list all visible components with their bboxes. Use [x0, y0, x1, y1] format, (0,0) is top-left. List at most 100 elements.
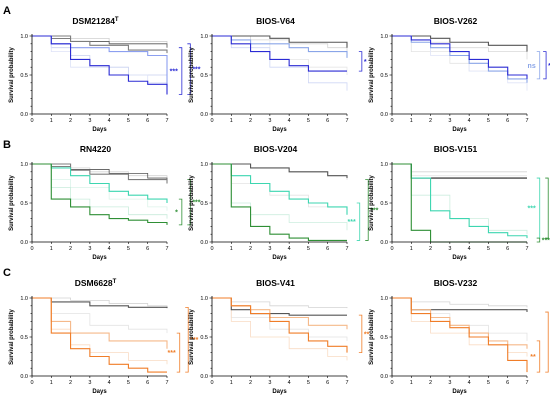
plot-title-main: BIOS-V41	[256, 278, 295, 288]
y-axis-label: Survival probability	[369, 46, 375, 102]
survival-plot-2: BIOS-V64 0 1 2 3 4 5 6 7 0.0 0.5 1.0 Days Survival pr…	[189, 16, 367, 133]
survival-curve-5	[392, 163, 528, 239]
y-tick-label: 0.5	[380, 73, 388, 79]
y-axis-label: Survival probability	[369, 174, 375, 230]
x-tick-label: 7	[525, 246, 528, 252]
x-tick-label: 3	[268, 118, 271, 124]
significance-label: ***	[528, 206, 536, 213]
y-tick-label: 1.0	[200, 296, 208, 302]
x-tick-label: 7	[165, 246, 168, 252]
x-tick-label: 4	[108, 246, 111, 252]
y-tick-label: 0.5	[200, 335, 208, 341]
x-tick-label: 4	[288, 380, 291, 386]
x-tick-label: 6	[506, 380, 509, 386]
survival-curve-6	[32, 297, 167, 373]
x-tick-label: 0	[30, 380, 33, 386]
x-tick-label: 4	[468, 118, 471, 124]
x-tick-label: 5	[307, 246, 310, 252]
x-tick-label: 2	[429, 380, 432, 386]
x-axis-label: Days	[92, 255, 107, 261]
y-tick-label: 0.0	[20, 374, 28, 380]
survival-curve-3	[32, 297, 168, 365]
y-tick-label: 0.5	[380, 201, 388, 207]
x-tick-label: 3	[88, 118, 91, 124]
x-tick-label: 1	[230, 380, 233, 386]
significance-label: **	[364, 331, 370, 338]
plot-title-superscript: T	[113, 279, 117, 285]
survival-curve-4	[212, 35, 348, 48]
x-axis-label: Days	[272, 389, 287, 395]
plot-title: BIOS-V64	[256, 16, 295, 26]
x-tick-label: 7	[165, 380, 168, 386]
significance-bracket	[536, 340, 541, 373]
x-tick-label: 3	[268, 380, 271, 386]
survival-curve-2	[392, 35, 528, 83]
y-tick-label: 1.0	[380, 34, 388, 40]
panel-letter-b: B	[3, 139, 11, 151]
x-tick-label: 7	[525, 118, 528, 124]
x-tick-label: 3	[448, 380, 451, 386]
x-tick-label: 2	[69, 118, 72, 124]
x-tick-label: 3	[88, 246, 91, 252]
significance-label: ***	[192, 200, 200, 207]
significance-bracket	[545, 311, 549, 373]
survival-curve-3	[392, 163, 528, 235]
x-axis-label: Days	[92, 389, 107, 395]
plot-title-superscript: T	[115, 17, 119, 23]
significance-bracket	[536, 237, 541, 243]
survival-curve-5	[392, 297, 528, 349]
x-tick-label: 4	[108, 118, 111, 124]
x-tick-label: 3	[88, 380, 91, 386]
x-tick-label: 5	[127, 246, 130, 252]
y-tick-label: 0.0	[200, 112, 208, 118]
plot-title-main: BIOS-V64	[256, 16, 295, 26]
x-tick-label: 1	[410, 380, 413, 386]
x-tick-label: 2	[249, 246, 252, 252]
survival-curve-6	[212, 163, 347, 241]
significance-label: ***	[370, 208, 378, 215]
significance-bracket	[358, 51, 363, 72]
x-tick-label: 5	[127, 118, 130, 124]
y-tick-label: 0.0	[380, 112, 388, 118]
significance-label: *	[364, 59, 367, 66]
x-tick-label: 6	[326, 246, 329, 252]
x-tick-label: 6	[506, 118, 509, 124]
x-tick-label: 1	[50, 380, 53, 386]
survival-curve-6	[212, 297, 348, 353]
significance-bracket	[187, 43, 191, 95]
x-tick-label: 6	[506, 246, 509, 252]
x-tick-label: 0	[390, 246, 393, 252]
survival-plot-3: BIOS-V262 0 1 2 3 4 5 6 7 0.0 0.5 1.0 Days Survival p…	[369, 16, 550, 133]
x-tick-label: 6	[326, 118, 329, 124]
y-tick-label: 0.0	[380, 240, 388, 246]
significance-label: ***	[192, 67, 200, 74]
significance-bracket	[185, 306, 189, 373]
significance-bracket	[536, 51, 541, 80]
x-tick-label: 1	[410, 246, 413, 252]
y-tick-label: 0.0	[20, 240, 28, 246]
plot-title: BIOS-V204	[254, 144, 298, 154]
survival-curve-5	[32, 163, 168, 184]
significance-label: ***	[170, 69, 178, 76]
significance-label: **	[530, 354, 536, 361]
survival-curve-4	[392, 35, 528, 52]
x-tick-label: 5	[307, 118, 310, 124]
x-tick-label: 7	[165, 118, 168, 124]
x-tick-label: 6	[146, 380, 149, 386]
survival-plot-5: BIOS-V204 0 1 2 3 4 5 6 7 0.0 0.5 1.0 Days Survival p…	[189, 144, 379, 261]
survival-curve-2	[212, 297, 348, 341]
x-axis-label: Days	[452, 255, 467, 261]
y-tick-label: 1.0	[20, 34, 28, 40]
survival-curve-1	[392, 297, 528, 308]
x-tick-label: 7	[345, 118, 348, 124]
x-tick-label: 1	[50, 118, 53, 124]
survival-curve-4	[212, 163, 348, 179]
y-tick-label: 0.0	[200, 240, 208, 246]
x-tick-label: 6	[146, 118, 149, 124]
y-tick-label: 0.0	[200, 374, 208, 380]
x-axis-label: Days	[272, 127, 287, 133]
y-tick-label: 1.0	[380, 162, 388, 168]
x-tick-label: 2	[249, 380, 252, 386]
x-tick-label: 7	[345, 380, 348, 386]
